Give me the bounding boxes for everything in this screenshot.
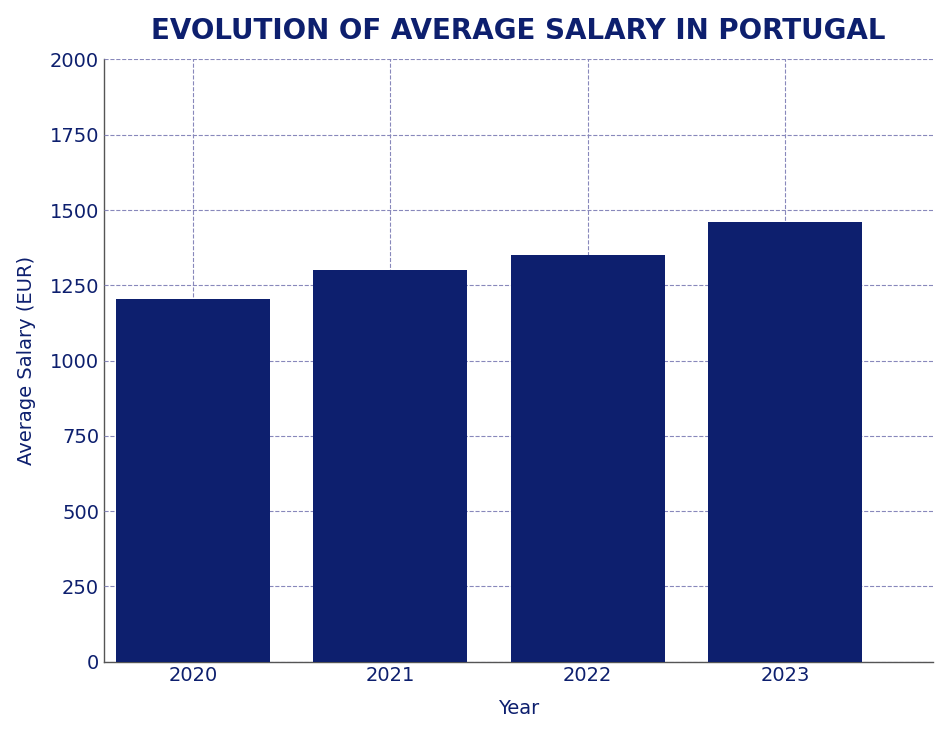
Bar bbox=[314, 270, 467, 662]
Y-axis label: Average Salary (EUR): Average Salary (EUR) bbox=[17, 256, 36, 465]
Bar bbox=[116, 299, 270, 662]
Bar bbox=[511, 255, 665, 662]
Title: EVOLUTION OF AVERAGE SALARY IN PORTUGAL: EVOLUTION OF AVERAGE SALARY IN PORTUGAL bbox=[151, 17, 885, 45]
Bar bbox=[708, 222, 863, 662]
X-axis label: Year: Year bbox=[498, 699, 540, 718]
